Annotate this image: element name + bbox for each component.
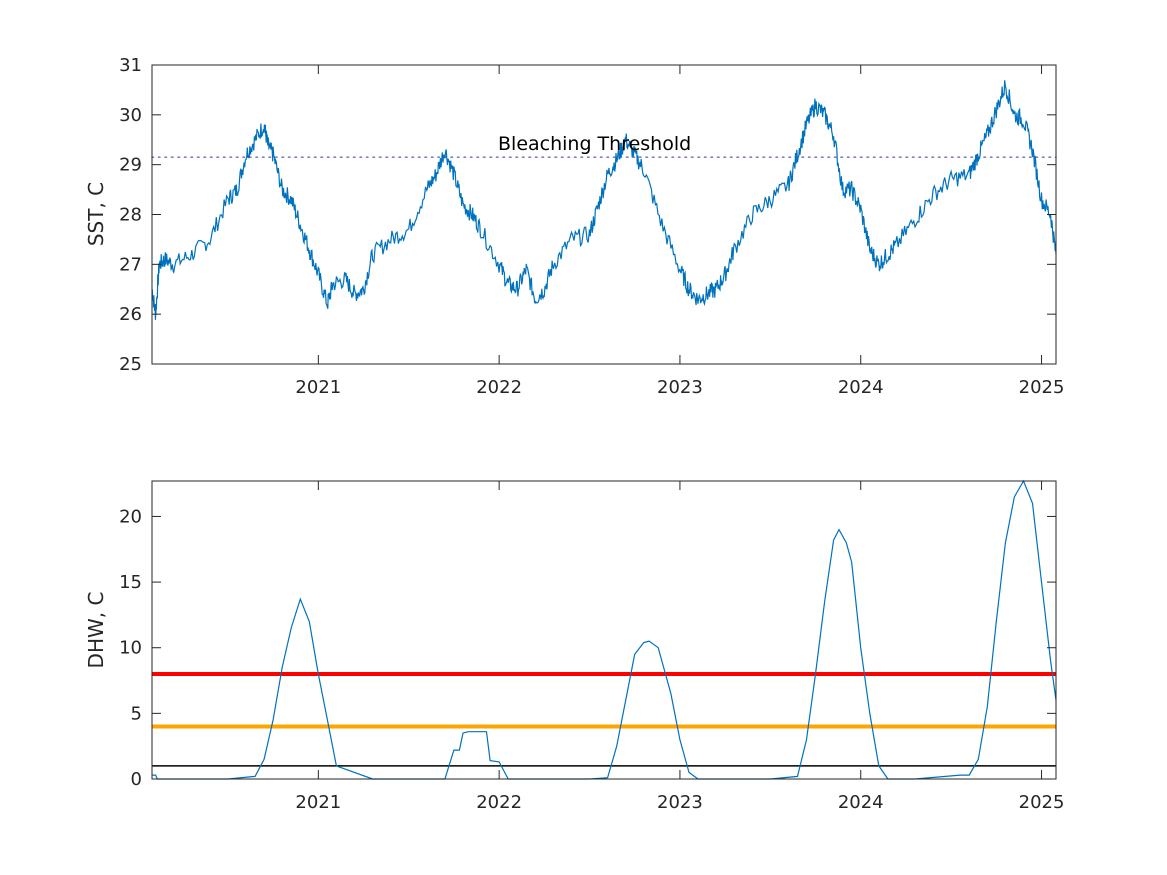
dhw-reference-layer	[152, 671, 1056, 767]
sst-ytick-label: 30	[119, 105, 142, 126]
sst-ytick-label: 26	[119, 304, 142, 325]
dhw-axes: 2021 2022 2023 2024 2025 0 5 10 15 20 DHW, C	[84, 479, 1064, 813]
sst-ytick-label: 28	[119, 205, 142, 226]
sst-xtick-label: 2022	[476, 377, 522, 398]
sst-xtick-label: 2024	[838, 377, 884, 398]
dhw-series-line	[152, 479, 1057, 780]
dhw-ytick-label: 5	[131, 703, 142, 724]
sst-xtick-label: 2021	[295, 377, 341, 398]
dhw-plot-area	[152, 481, 1056, 779]
dhw-axes-box	[151, 480, 1057, 780]
sst-ytick-label: 31	[119, 55, 142, 76]
dhw-ytick-label: 15	[119, 572, 142, 593]
dhw-tick-layer: 2021 2022 2023 2024 2025 0 5 10 15 20	[119, 481, 1064, 813]
dhw-ytick-label: 0	[131, 769, 142, 790]
dhw-xtick-label: 2021	[295, 792, 341, 813]
sst-plot-area	[152, 65, 1056, 364]
bleaching-threshold-label: Bleaching Threshold	[498, 133, 691, 155]
sst-ytick-label: 25	[119, 354, 142, 375]
sst-axes: 2021 2022 2023 2024 2025 25 26 27 28 29 30 31 SST, …	[84, 55, 1064, 398]
dhw-ylabel: DHW, C	[84, 592, 108, 669]
dhw-xtick-label: 2023	[657, 792, 703, 813]
sst-ylabel: SST, C	[84, 182, 108, 246]
sst-tick-layer: 2021 2022 2023 2024 2025 25 26 27 28 29 30 31	[119, 55, 1064, 398]
dhw-ytick-label: 10	[119, 638, 142, 659]
sst-ytick-label: 29	[119, 155, 142, 176]
dhw-xtick-label: 2024	[838, 792, 884, 813]
dhw-xtick-label: 2025	[1019, 792, 1065, 813]
sst-xtick-label: 2025	[1019, 377, 1065, 398]
dhw-xtick-label: 2022	[476, 792, 522, 813]
sst-xtick-label: 2023	[657, 377, 703, 398]
sst-series-line	[151, 80, 1057, 320]
dhw-ytick-label: 20	[119, 506, 142, 527]
sst-ytick-label: 27	[119, 254, 142, 275]
